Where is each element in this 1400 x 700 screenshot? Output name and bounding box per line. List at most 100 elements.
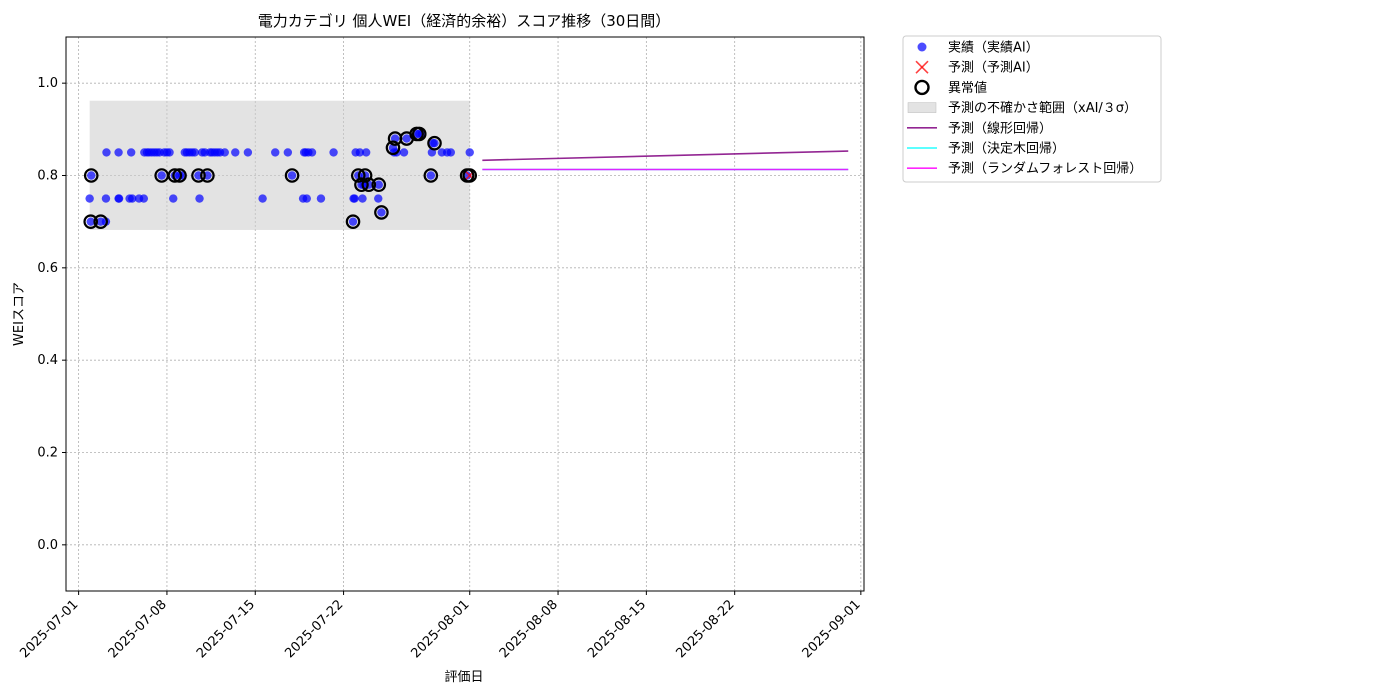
legend-label: 予測（決定木回帰） bbox=[948, 141, 1065, 157]
x-axis: 2025-07-01 2025-07-08 2025-07-15 2025-07-22… bbox=[17, 591, 864, 661]
anomaly-ring bbox=[191, 168, 206, 183]
anomaly-ring bbox=[93, 214, 108, 229]
actual-point bbox=[316, 194, 326, 203]
actual-point bbox=[139, 194, 149, 203]
anomaly-ring bbox=[361, 177, 377, 193]
actual-point bbox=[307, 148, 317, 157]
actual-point bbox=[102, 148, 111, 157]
actual-point bbox=[271, 148, 280, 157]
x-axis-title: 評価日 bbox=[444, 670, 483, 685]
actual-point bbox=[358, 194, 367, 203]
actual-point bbox=[190, 148, 199, 157]
actual-point bbox=[195, 194, 204, 203]
actual-point bbox=[231, 148, 240, 157]
actual-point bbox=[355, 148, 365, 157]
actual-point bbox=[399, 148, 409, 157]
anomaly-ring bbox=[374, 205, 389, 220]
anomaly-ring bbox=[385, 140, 401, 156]
y-tick-label: 0.8 bbox=[37, 169, 58, 184]
x-tick-label: 2025-08-22 bbox=[673, 597, 737, 661]
actual-point bbox=[157, 171, 166, 180]
actual-point bbox=[374, 180, 383, 189]
uncertainty-band bbox=[89, 100, 470, 230]
actual-point bbox=[220, 148, 229, 157]
y-tick-label: 1.0 bbox=[37, 76, 58, 91]
legend-label: 予測（線形回帰） bbox=[948, 120, 1052, 136]
x-tick-label: 2025-07-22 bbox=[282, 597, 346, 661]
legend-label: 予測（ランダムフォレスト回帰） bbox=[948, 161, 1142, 177]
y-tick-label: 0.6 bbox=[37, 261, 58, 276]
actual-point bbox=[85, 194, 94, 203]
legend-marker-x bbox=[915, 60, 929, 74]
anomaly-ring bbox=[345, 214, 361, 229]
x-tick-label: 2025-08-01 bbox=[409, 597, 473, 661]
actual-point bbox=[101, 194, 111, 203]
actual-point bbox=[169, 194, 178, 203]
actual-point bbox=[402, 134, 411, 143]
actual-point bbox=[243, 148, 253, 157]
y-tick-label: 0.4 bbox=[37, 353, 58, 368]
actual-point bbox=[350, 194, 359, 203]
legend-item-anomaly: 異常値 bbox=[914, 79, 987, 96]
y-axis: 0.0 0.2 0.4 0.6 0.8 1.0 bbox=[37, 76, 66, 553]
actual-point bbox=[374, 194, 383, 203]
anomaly-ring bbox=[83, 168, 99, 183]
actual-point bbox=[287, 171, 297, 180]
actual-point bbox=[165, 148, 174, 157]
y-tick-label: 0.2 bbox=[37, 446, 58, 461]
actual-point bbox=[302, 194, 311, 203]
anomaly-rings-layer bbox=[83, 126, 478, 229]
actual-point bbox=[114, 194, 124, 203]
x-tick-label: 2025-07-01 bbox=[17, 597, 81, 661]
x-tick-label: 2025-07-15 bbox=[194, 597, 258, 661]
actual-point bbox=[361, 148, 371, 157]
legend-label: 予測の不確かさ範囲（xAI/３σ） bbox=[948, 100, 1137, 116]
x-tick-label: 2025-08-08 bbox=[497, 597, 561, 661]
anomaly-ring bbox=[172, 168, 187, 183]
legend-frame bbox=[902, 35, 1162, 183]
legend-label: 異常値 bbox=[948, 80, 987, 96]
legend-label: 実績（実績AI） bbox=[948, 40, 1039, 56]
actual-point bbox=[87, 171, 96, 180]
legend-item-tree: 予測（決定木回帰） bbox=[907, 141, 1065, 157]
actual-point bbox=[377, 208, 386, 217]
prediction-lines-layer bbox=[482, 150, 849, 171]
actual-point bbox=[329, 148, 338, 157]
x-tick-label: 2025-07-08 bbox=[106, 597, 170, 661]
x-tick-label: 2025-09-01 bbox=[800, 597, 864, 661]
legend-item-uncertainty: 予測の不確かさ範囲（xAI/３σ） bbox=[907, 100, 1137, 116]
x-tick-label: 2025-08-15 bbox=[585, 597, 649, 661]
legend-label: 予測（予測AI） bbox=[948, 61, 1039, 76]
plot-frame bbox=[65, 36, 865, 592]
anomaly-ring bbox=[284, 168, 300, 183]
anomaly-ring bbox=[200, 168, 215, 183]
anomaly-ring bbox=[354, 177, 369, 193]
anomaly-ring bbox=[462, 168, 478, 183]
actual-point bbox=[348, 217, 358, 226]
anomaly-ring bbox=[83, 214, 99, 229]
y-axis-title: WEIスコア bbox=[12, 282, 27, 346]
actual-point bbox=[128, 194, 137, 203]
anomaly-ring bbox=[357, 168, 373, 183]
actual-point bbox=[426, 171, 436, 180]
legend-item-actual: 実績（実績AI） bbox=[917, 40, 1039, 56]
uncertainty-band-layer bbox=[89, 100, 470, 230]
legend-marker-rect bbox=[907, 102, 937, 113]
prediction-line-linear bbox=[482, 150, 849, 162]
anomaly-ring bbox=[371, 177, 387, 193]
anomaly-ring bbox=[350, 168, 366, 183]
anomaly-ring bbox=[423, 168, 439, 183]
actual-point bbox=[283, 148, 293, 157]
legend-item-predicted_ai: 予測（予測AI） bbox=[915, 60, 1039, 76]
legend-marker-ring bbox=[914, 79, 930, 96]
actual-point bbox=[86, 217, 95, 226]
actual-point bbox=[258, 194, 267, 203]
actual-point bbox=[446, 148, 456, 157]
actual-point bbox=[465, 148, 474, 157]
legend-item-linear: 予測（線形回帰） bbox=[907, 120, 1052, 136]
actual-point bbox=[114, 148, 123, 157]
y-tick-label: 0.0 bbox=[37, 538, 58, 553]
actual-point bbox=[126, 148, 136, 157]
